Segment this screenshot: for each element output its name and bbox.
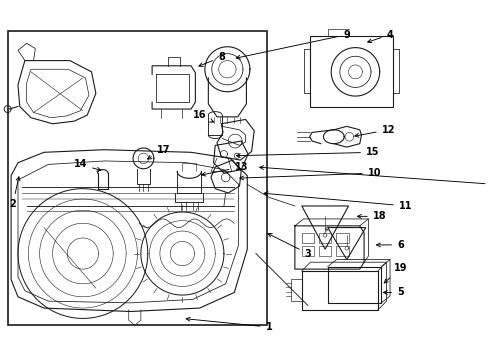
Text: 3: 3 bbox=[267, 234, 310, 258]
Text: 5: 5 bbox=[383, 288, 403, 297]
Bar bbox=[319, 246, 330, 256]
Text: 13: 13 bbox=[201, 162, 247, 176]
Bar bbox=[336, 246, 348, 256]
Text: 11: 11 bbox=[264, 192, 411, 211]
Text: 7: 7 bbox=[259, 166, 488, 189]
Text: 18: 18 bbox=[357, 211, 386, 221]
Text: 16: 16 bbox=[193, 110, 213, 122]
Bar bbox=[336, 233, 348, 243]
Bar bbox=[319, 233, 330, 243]
Bar bbox=[301, 233, 313, 243]
Text: 1: 1 bbox=[186, 317, 272, 332]
Text: 15: 15 bbox=[236, 147, 379, 158]
Text: 4: 4 bbox=[367, 30, 393, 43]
Bar bbox=[310, 36, 392, 107]
Bar bbox=[301, 246, 313, 256]
Text: 10: 10 bbox=[239, 168, 381, 180]
Text: 6: 6 bbox=[376, 240, 403, 250]
Text: 12: 12 bbox=[354, 125, 394, 137]
Text: 14: 14 bbox=[73, 159, 101, 171]
Bar bbox=[8, 31, 266, 325]
Text: 8: 8 bbox=[199, 52, 224, 67]
Text: 17: 17 bbox=[147, 145, 170, 159]
Text: ⚡: ⚡ bbox=[321, 225, 328, 235]
Text: 19: 19 bbox=[384, 263, 407, 283]
Text: 2: 2 bbox=[9, 177, 20, 209]
Text: 9: 9 bbox=[236, 30, 349, 59]
